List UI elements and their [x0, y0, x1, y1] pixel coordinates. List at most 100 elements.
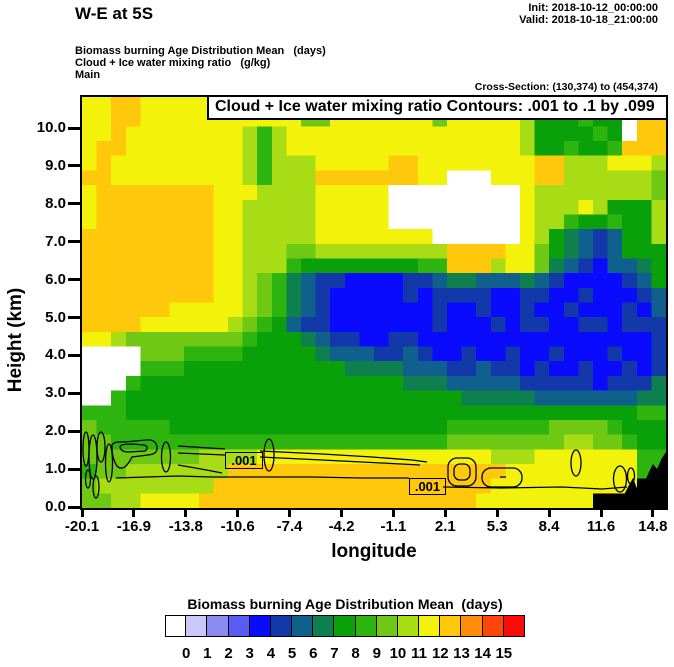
field-cell-run [228, 317, 244, 333]
field-cell-run [651, 302, 666, 318]
field-cell-run [505, 317, 521, 333]
field-cell-run [593, 126, 609, 142]
field-cell-run [447, 317, 492, 333]
field-cell-run [286, 302, 302, 318]
field-cell-run [563, 155, 609, 171]
field-cell-run [461, 390, 536, 406]
field-cell-run [593, 434, 623, 450]
x-tick-label: -1.1 [380, 518, 407, 535]
field-cell-run [651, 170, 666, 186]
field-cell-run [578, 302, 623, 318]
field-cell-run [534, 273, 550, 289]
field-cell-run [490, 287, 521, 304]
cross-section-note: Cross-Section: (130,374) to (454,374) [474, 81, 658, 93]
field-cell-run [520, 199, 536, 216]
field-cell-run [505, 463, 638, 480]
y-tick-label: 3.0 [45, 384, 66, 402]
field-cell-run [534, 126, 594, 142]
field-cell-run [636, 302, 652, 318]
colorbar-cell [439, 615, 462, 637]
colorbar-cell [418, 615, 441, 637]
field-cell-run [125, 126, 244, 142]
page-title: W-E at 5S [75, 4, 154, 23]
field-cell-run [286, 126, 521, 142]
field-cell-run [169, 302, 244, 318]
field-cell-run [549, 243, 565, 260]
field-cell-run [578, 199, 594, 216]
x-tick-label: -10.6 [220, 518, 255, 535]
y-tick-label: 10.0 [36, 119, 66, 136]
field-cell-run [96, 185, 214, 201]
y-tick-label: 1.0 [45, 460, 66, 478]
field-cell-run [242, 302, 258, 318]
field-cell-run [578, 361, 594, 377]
field-cell-run [111, 111, 141, 127]
field-cell-run [447, 419, 550, 436]
field-cell-run [315, 302, 331, 318]
field-cell-run [213, 229, 244, 245]
field-cell-run [636, 287, 652, 304]
field-cell-run [111, 493, 141, 508]
field-cell-run [286, 287, 302, 304]
field-cell-run [111, 390, 127, 406]
field-cell-run [184, 346, 244, 362]
field-cell-run [213, 199, 244, 216]
field-cell-run [96, 199, 214, 216]
y-tick-mark [68, 164, 82, 168]
contour-overlay-svg [82, 431, 666, 508]
field-cell-run [403, 346, 419, 362]
field-cell-run [82, 287, 214, 304]
field-cell-run [315, 214, 390, 230]
field-cell-run [607, 317, 623, 333]
field-cell-run [388, 214, 521, 230]
y-tick-label: 0.0 [45, 498, 66, 515]
field-cell-run [213, 287, 244, 304]
field-cell-run [125, 405, 638, 421]
field-cell-run [593, 199, 609, 216]
colorbar-cell [333, 615, 356, 637]
plot-area: .001 .001 Cloud + Ice water mixing ratio… [80, 95, 668, 510]
x-tick-mark [340, 508, 343, 517]
field-cell-run [520, 361, 536, 377]
field-cell-run [271, 170, 317, 186]
x-tick-mark [288, 508, 292, 517]
field-cell-run [82, 155, 98, 171]
field-cell-run [96, 214, 214, 230]
field-cell-run [257, 141, 273, 157]
variable-line-3: Main [75, 69, 101, 81]
field-cell-run [593, 243, 609, 260]
colorbar-cell [502, 615, 525, 637]
field-cell-run [82, 243, 214, 260]
field-cell-run [651, 375, 666, 392]
field-cell-run [257, 317, 273, 333]
field-cell-run [257, 155, 273, 171]
field-cell-run [140, 361, 185, 377]
field-cell-run [432, 302, 448, 318]
field-cell-run [213, 185, 258, 201]
field-cell-run [636, 361, 652, 377]
field-cell-run [257, 185, 317, 201]
field-cell-run [82, 97, 112, 113]
field-cell-run [578, 243, 594, 260]
field-cell-run [622, 214, 652, 230]
field-cell-run [301, 273, 317, 289]
colorbar-tick-label: 1 [203, 645, 212, 662]
field-cell-run [520, 302, 536, 318]
field-cell-run [257, 287, 273, 304]
field-cell-run [549, 229, 565, 245]
field-cell-run [622, 141, 666, 157]
field-cell-run [242, 273, 258, 289]
field-cell-run [140, 375, 404, 392]
field-cell-run [549, 346, 565, 362]
variable-line-2: Cloud + Ice water mixing ratio (g/kg) [75, 57, 271, 69]
field-cell-run [636, 258, 652, 274]
field-cell-run [534, 258, 550, 274]
field-cell-run [476, 273, 521, 289]
field-cell-run [490, 258, 506, 274]
field-cell-run [374, 346, 404, 362]
field-cell-run [125, 375, 141, 392]
field-cell-run [198, 449, 258, 465]
y-tick-label: 2.0 [45, 422, 66, 440]
y-tick-mark [68, 505, 82, 509]
